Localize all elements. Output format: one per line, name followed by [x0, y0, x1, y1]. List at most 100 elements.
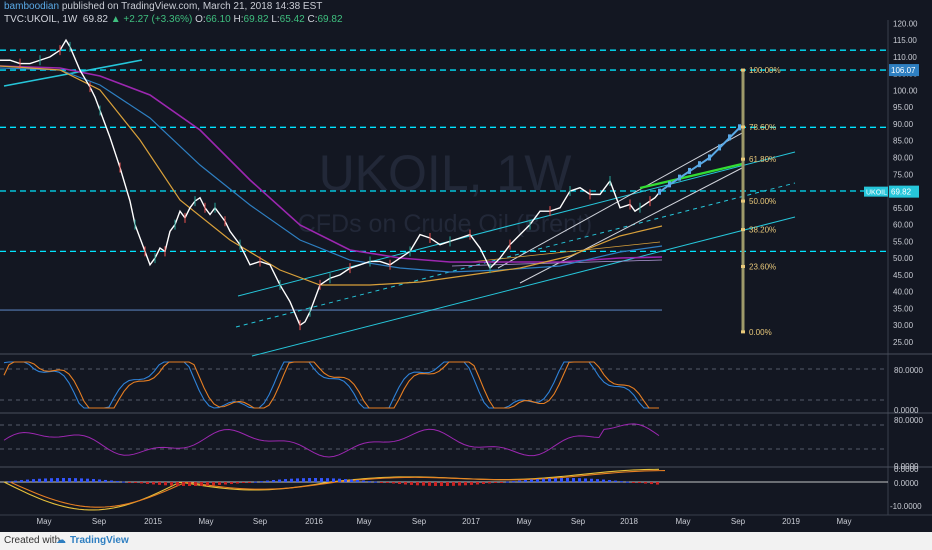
- y-tick-label: 55.00: [893, 237, 914, 246]
- published-text: published on TradingView.com, March 21, …: [61, 1, 323, 12]
- x-tick-label: 2016: [305, 517, 323, 526]
- stoch-d-line: [3, 361, 659, 409]
- macd-histogram-bar: [572, 478, 575, 482]
- macd-histogram-bar: [458, 482, 461, 486]
- y-tick-label: 90.00: [893, 120, 914, 129]
- macd-histogram-bar: [248, 482, 251, 483]
- macd-histogram-bar: [20, 480, 23, 482]
- macd-tick-label: -10.0000: [890, 502, 922, 511]
- macd-histogram-bar: [518, 480, 521, 482]
- macd-histogram-bar: [566, 478, 569, 482]
- y-tick-label: 110.00: [893, 53, 917, 62]
- macd-histogram-bar: [92, 479, 95, 482]
- x-tick-label: May: [356, 517, 371, 526]
- x-tick-label: Sep: [92, 517, 107, 526]
- macd-histogram-bar: [626, 481, 629, 483]
- price-chart[interactable]: UKOIL, 1W CFDs on Crude Oil (Brent) 120.00…: [0, 0, 932, 532]
- trend-line: [639, 162, 743, 190]
- macd-histogram-bar: [188, 482, 191, 486]
- macd-histogram-bar: [608, 480, 611, 482]
- watermark-description: CFDs on Crude Oil (Brent): [298, 210, 593, 238]
- symbol-tag-bg: [864, 186, 888, 197]
- y-tick-label: 115.00: [893, 36, 917, 45]
- macd-histogram-bar: [638, 482, 641, 483]
- macd-histogram-bar: [548, 478, 551, 482]
- tradingview-logo-icon: ☁: [56, 535, 66, 546]
- fib-label: 50.00%: [749, 197, 776, 206]
- close-value: 69.82: [317, 14, 343, 25]
- macd-histogram-bar: [230, 482, 233, 485]
- trend-line: [519, 167, 743, 284]
- macd-histogram-bar: [416, 482, 419, 486]
- projection-bar: [688, 167, 691, 174]
- macd-histogram-bar: [260, 481, 263, 483]
- macd-histogram-bar: [650, 482, 653, 485]
- macd-histogram-bar: [26, 479, 29, 482]
- macd-histogram-bar: [410, 482, 413, 485]
- y-tick-label: 95.00: [893, 103, 914, 112]
- macd-histogram-bar: [380, 482, 383, 483]
- macd-histogram-bar: [266, 480, 269, 482]
- change-arrow: ▲: [110, 14, 121, 25]
- macd-histogram-bar: [176, 482, 179, 486]
- fib-level-marker: [741, 68, 745, 72]
- macd-histogram-bar: [554, 478, 557, 482]
- x-tick-label: 2018: [620, 517, 638, 526]
- macd-histogram-bar: [116, 481, 119, 483]
- macd-histogram-bar: [80, 478, 83, 482]
- macd-histogram-bar: [344, 479, 347, 482]
- open-label: O:: [195, 14, 206, 25]
- fib-level-marker: [741, 330, 745, 334]
- fib-level-marker: [741, 264, 745, 268]
- low-label: L:: [271, 14, 280, 25]
- macd-histogram-bar: [326, 478, 329, 482]
- trend-line: [469, 241, 661, 263]
- macd-histogram-bar: [158, 482, 161, 485]
- stoch-k-line: [3, 361, 659, 409]
- macd-histogram-bar: [218, 482, 221, 485]
- high-label: H:: [233, 14, 244, 25]
- y-tick-label: 75.00: [893, 170, 914, 179]
- macd-histogram-bar: [446, 482, 449, 486]
- fib-label: 78.60%: [749, 123, 776, 132]
- macd-histogram-bar: [200, 482, 203, 486]
- y-tick-label: 65.00: [893, 204, 914, 213]
- macd-line: [3, 468, 660, 511]
- stoch-tick-label: 80.0000: [894, 366, 923, 375]
- fib-label: 0.00%: [749, 328, 772, 337]
- trend-line: [251, 216, 796, 357]
- x-tick-label: May: [36, 517, 51, 526]
- macd-histogram-bar: [86, 478, 89, 482]
- publish-line: bamboodian published on TradingView.com,…: [4, 1, 322, 12]
- macd-histogram-bar: [308, 478, 311, 482]
- macd-histogram-bar: [392, 482, 395, 484]
- x-tick-label: May: [836, 517, 851, 526]
- macd-histogram-bar: [482, 482, 485, 484]
- x-tick-label: Sep: [253, 517, 268, 526]
- y-tick-label: 50.00: [893, 254, 914, 263]
- level-tag-bg: [889, 64, 919, 77]
- macd-histogram-bar: [470, 482, 473, 485]
- macd-histogram-bar: [530, 479, 533, 482]
- macd-histogram-bar: [74, 478, 77, 482]
- macd-histogram-bar: [350, 479, 353, 482]
- change-value: +2.27 (+3.36%): [123, 14, 193, 25]
- last-price: 69.82: [82, 14, 108, 25]
- tradingview-brand[interactable]: TradingView: [70, 535, 129, 546]
- macd-histogram-bar: [110, 480, 113, 482]
- macd-histogram-bar: [296, 478, 299, 482]
- low-value: 65.42: [279, 14, 305, 25]
- macd-histogram-bar: [602, 479, 605, 482]
- macd-histogram-bar: [452, 482, 455, 486]
- macd-histogram-bar: [254, 481, 257, 483]
- stoch-tick-label: 0.0000: [894, 406, 919, 415]
- macd-histogram-bar: [578, 478, 581, 482]
- macd-histogram-bar: [428, 482, 431, 486]
- macd-histogram-bar: [98, 479, 101, 482]
- symbol-label[interactable]: TVC:UKOIL, 1W: [4, 14, 78, 25]
- macd-histogram-bar: [584, 478, 587, 482]
- author-link[interactable]: bamboodian: [4, 1, 60, 12]
- rsi-line: [3, 423, 660, 458]
- footer-bar: Created with ☁ TradingView: [0, 532, 932, 550]
- y-tick-label: 80.00: [893, 153, 914, 162]
